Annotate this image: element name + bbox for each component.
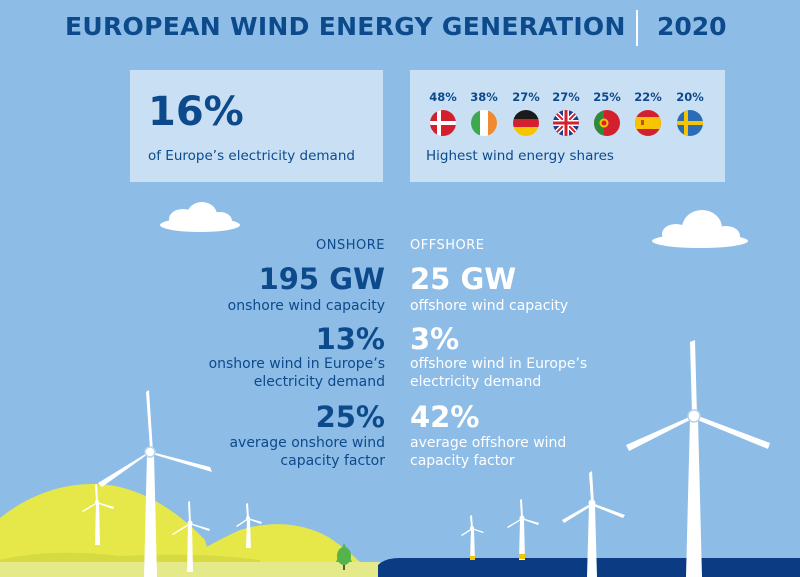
ireland-percent: 38% xyxy=(470,90,498,104)
offshore-demand-label-line1: offshore wind in Europe’s xyxy=(410,356,588,372)
offshore-capacity-label: offshore wind capacity xyxy=(410,298,569,314)
germany-flag-icon xyxy=(513,110,539,136)
onshore-demand-label-line1: onshore wind in Europe’s xyxy=(208,356,385,372)
uk-percent: 27% xyxy=(552,90,580,104)
spain-flag-icon xyxy=(635,110,661,136)
onshore-capacity-label: onshore wind capacity xyxy=(227,298,385,314)
offshore-turbine-small-2-icon xyxy=(507,499,539,560)
offshore-turbine-medium-icon xyxy=(562,471,625,577)
germany-percent: 27% xyxy=(512,90,540,104)
tree-icon xyxy=(336,543,352,570)
onshore-factor-value: 25% xyxy=(315,400,385,434)
cloud-right-icon xyxy=(652,210,748,248)
denmark-percent: 48% xyxy=(429,90,457,104)
portugal-flag-icon xyxy=(594,110,620,136)
offshore-factor-value: 42% xyxy=(410,400,480,434)
page-title: EUROPEAN WIND ENERGY GENERATION xyxy=(65,12,626,41)
spain-percent: 22% xyxy=(634,90,662,104)
header-year: 2020 xyxy=(657,12,727,41)
onshore-turbine-small-3-icon xyxy=(236,503,262,548)
europe-share-label: of Europe’s electricity demand xyxy=(148,148,355,164)
portugal-percent: 25% xyxy=(593,90,621,104)
onshore-turbine-small-2-icon xyxy=(172,501,210,572)
europe-share-panel xyxy=(130,70,383,182)
offshore-turbine-small-1-icon xyxy=(461,515,484,560)
onshore-capacity-value: 195 GW xyxy=(258,262,385,296)
sweden-percent: 20% xyxy=(676,90,704,104)
uk-flag-icon xyxy=(553,110,579,136)
onshore-turbine-large-icon xyxy=(98,390,212,577)
onshore-demand-value: 13% xyxy=(315,322,385,356)
offshore-heading: OFFSHORE xyxy=(410,238,485,253)
denmark-flag-icon xyxy=(430,110,456,136)
ireland-flag-icon xyxy=(471,110,497,136)
europe-share-value: 16% xyxy=(148,89,244,135)
sweden-flag-icon xyxy=(677,110,703,136)
onshore-turbine-small-1-icon xyxy=(82,484,114,545)
cloud-left-icon xyxy=(160,202,240,232)
onshore-demand-label-line2: electricity demand xyxy=(253,374,385,390)
offshore-factor-label-line1: average offshore wind xyxy=(410,435,567,451)
offshore-demand-value: 3% xyxy=(410,322,460,356)
offshore-factor-label-line2: capacity factor xyxy=(410,453,515,469)
country-shares-label: Highest wind energy shares xyxy=(426,148,614,164)
header-divider xyxy=(636,10,638,46)
onshore-factor-label-line2: capacity factor xyxy=(280,453,385,469)
onshore-heading: ONSHORE xyxy=(316,238,385,253)
offshore-turbine-large-icon xyxy=(626,340,770,577)
onshore-factor-label-line1: average onshore wind xyxy=(229,435,385,451)
offshore-capacity-value: 25 GW xyxy=(410,262,517,296)
offshore-demand-label-line2: electricity demand xyxy=(410,374,542,390)
